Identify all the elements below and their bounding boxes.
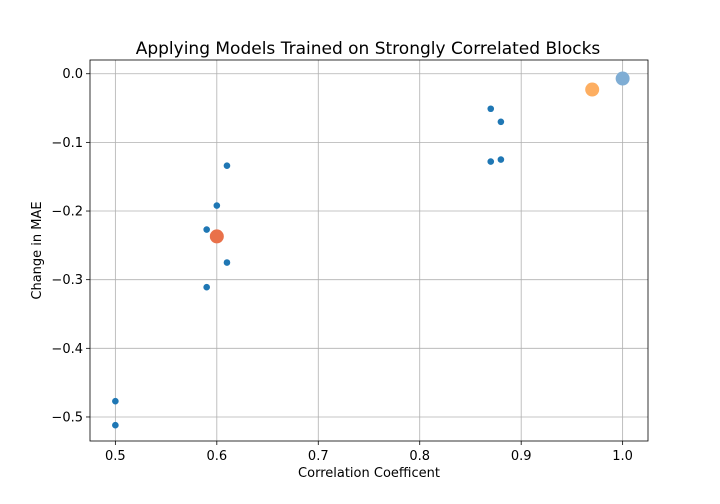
x-tick-label: 0.7 bbox=[308, 449, 329, 464]
plot-area-frame bbox=[89, 59, 649, 442]
data-point bbox=[487, 105, 495, 113]
data-point bbox=[213, 202, 221, 209]
data-point bbox=[223, 259, 231, 266]
y-tick-label: −0.2 bbox=[51, 205, 83, 220]
data-point bbox=[112, 397, 119, 405]
data-point bbox=[209, 229, 224, 244]
x-tick-label: 0.9 bbox=[511, 449, 532, 464]
x-tick-label: 0.6 bbox=[206, 449, 227, 464]
data-point bbox=[585, 82, 600, 97]
data-points bbox=[112, 71, 630, 429]
data-point bbox=[223, 162, 231, 170]
y-tick-label: −0.4 bbox=[51, 342, 83, 357]
data-point bbox=[112, 421, 119, 429]
data-point bbox=[487, 158, 495, 165]
y-tick-label: 0.0 bbox=[62, 67, 83, 82]
grid-lines bbox=[90, 60, 648, 441]
x-axis: 0.5 0.6 0.7 0.8 0.9 1.0 bbox=[105, 441, 633, 464]
y-tick-label: −0.3 bbox=[51, 273, 83, 288]
data-point bbox=[203, 283, 210, 291]
x-tick-label: 0.8 bbox=[409, 449, 430, 464]
x-tick-label: 1.0 bbox=[612, 449, 633, 464]
data-point bbox=[497, 156, 505, 163]
x-tick-label: 0.5 bbox=[105, 449, 126, 464]
x-axis-label: Correlation Coefficent bbox=[298, 466, 440, 481]
y-tick-label: −0.1 bbox=[51, 136, 83, 151]
chart-title: Applying Models Trained on Strongly Corr… bbox=[136, 39, 601, 59]
y-axis: 0.0 −0.1 −0.2 −0.3 −0.4 −0.5 bbox=[51, 67, 90, 425]
data-point bbox=[497, 118, 505, 126]
y-tick-label: −0.5 bbox=[51, 410, 83, 425]
y-axis-label: Change in MAE bbox=[30, 201, 45, 299]
data-point bbox=[203, 226, 210, 233]
data-point bbox=[615, 71, 630, 86]
